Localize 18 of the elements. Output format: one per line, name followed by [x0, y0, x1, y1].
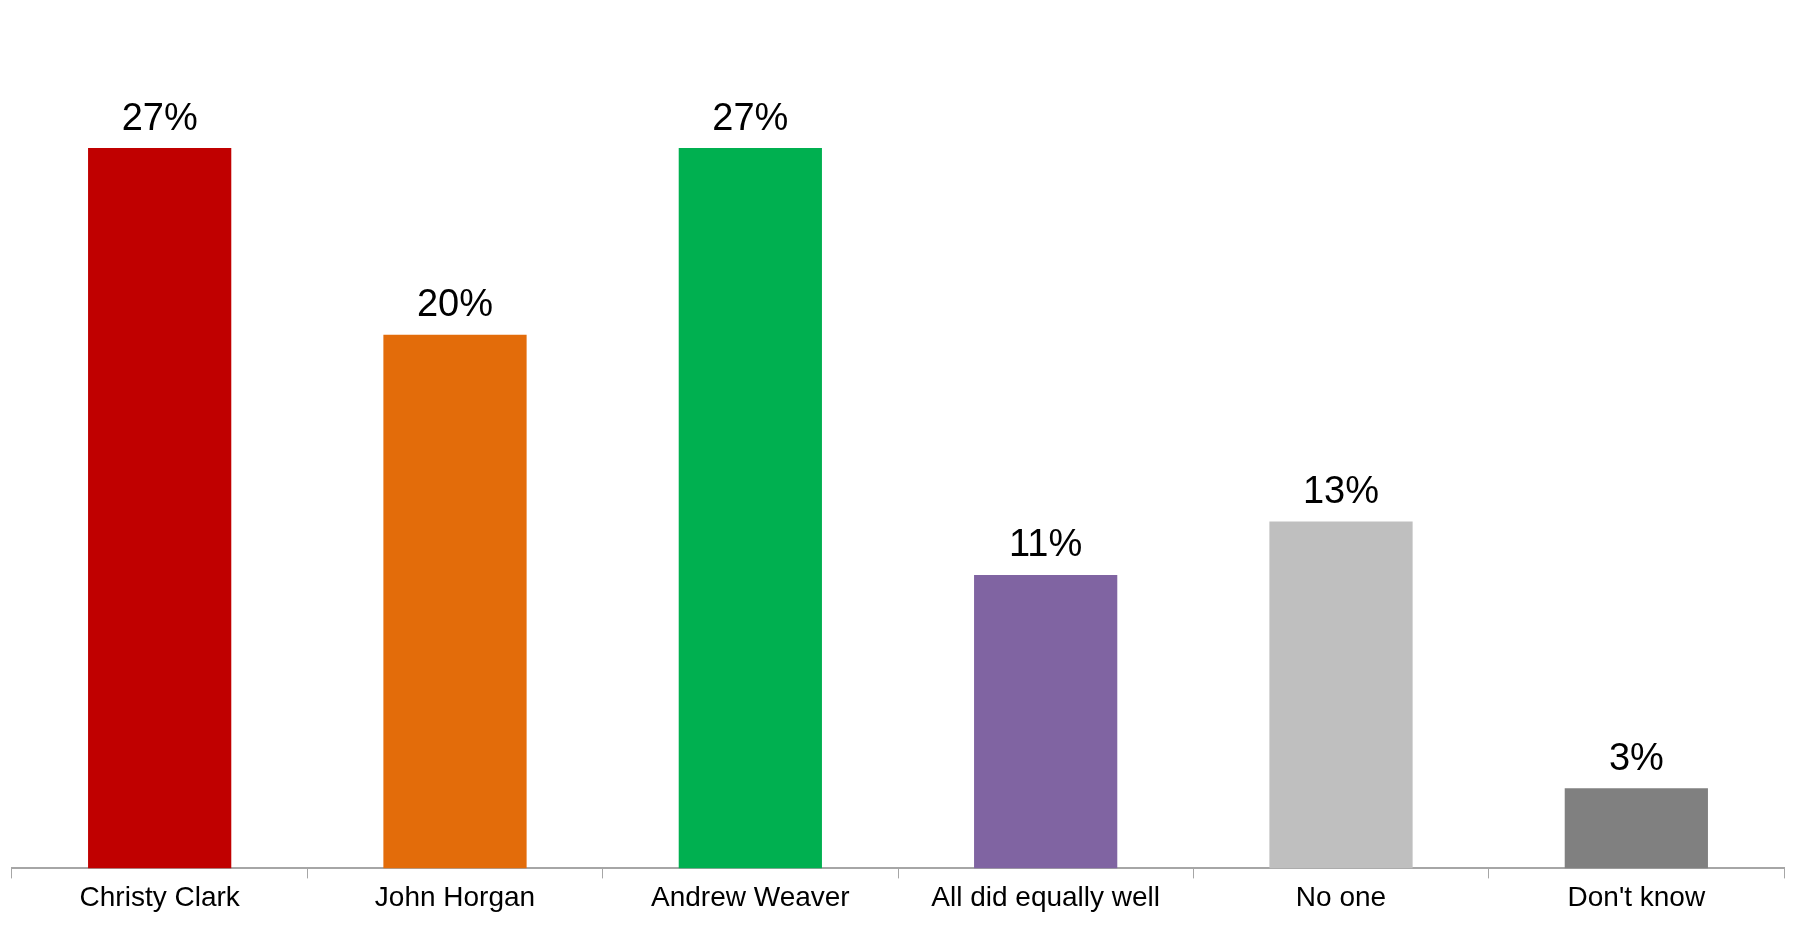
bar	[678, 148, 822, 869]
bar	[1269, 521, 1413, 869]
x-tick-label: No one	[1295, 880, 1387, 912]
data-label: 27%	[712, 95, 789, 138]
data-label: 11%	[1009, 522, 1083, 565]
x-tick-label: John Horgan	[374, 880, 536, 912]
data-label: 27%	[121, 95, 198, 138]
data-label: 13%	[1302, 469, 1380, 512]
x-tick-label: Andrew Weaver	[650, 880, 850, 912]
bar	[974, 574, 1118, 869]
x-tick-label: Christy Clark	[79, 880, 241, 912]
data-label: 20%	[416, 282, 494, 325]
x-tick-label: Don't know	[1567, 880, 1706, 912]
bar	[1564, 788, 1708, 869]
x-tick-label: All did equally well	[931, 880, 1161, 912]
bar	[88, 148, 232, 869]
data-label: 3%	[1608, 735, 1664, 778]
bar	[383, 334, 527, 869]
